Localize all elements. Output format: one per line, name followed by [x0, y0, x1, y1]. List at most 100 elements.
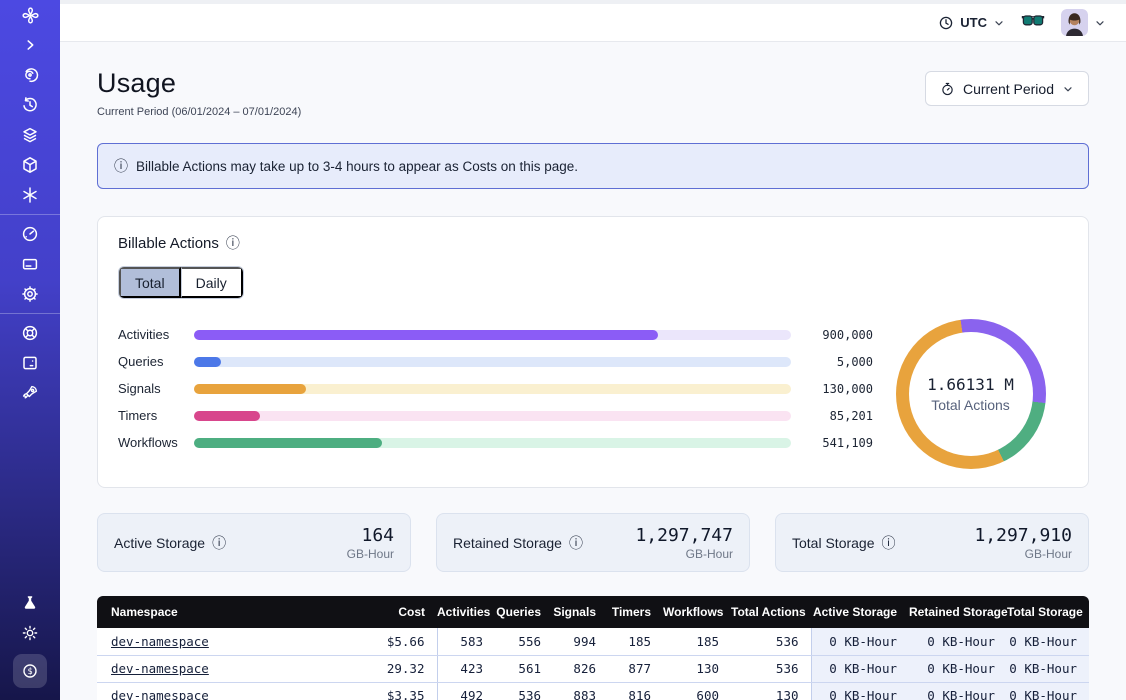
- storage-card-value: 1,297,910: [974, 524, 1072, 546]
- gear-icon: [22, 286, 38, 302]
- cell: 556: [495, 628, 553, 656]
- chevron-down-icon: [995, 20, 1003, 25]
- cell: 0 KB-Hour: [810, 682, 909, 700]
- table-row: dev-namespace 29.32 423 561 826 877 130 536 0 KB…: [97, 655, 1089, 683]
- svg-text:$: $: [27, 667, 32, 677]
- namespace-link[interactable]: dev-namespace: [111, 633, 209, 649]
- account-menu[interactable]: [1061, 9, 1106, 36]
- sidebar-item-nexus[interactable]: [0, 180, 60, 210]
- info-icon[interactable]: ⓘ: [225, 235, 240, 251]
- cell: 423: [436, 655, 495, 683]
- info-icon[interactable]: ⓘ: [568, 534, 583, 551]
- sidebar-item-getting-started[interactable]: [0, 378, 60, 408]
- sidebar-item-usage-active[interactable]: $: [13, 654, 47, 688]
- cell: 600: [663, 682, 731, 700]
- tab-daily[interactable]: Daily: [180, 267, 243, 298]
- sidebar-item-deployments[interactable]: [0, 150, 60, 180]
- storage-card-value: 164: [361, 524, 394, 546]
- topbar: UTC: [60, 0, 1126, 42]
- bar-track: [194, 410, 791, 421]
- billable-actions-tabs: Total Daily: [118, 266, 244, 299]
- sidebar-collapse-button[interactable]: [0, 30, 60, 60]
- sidebar-item-labs[interactable]: [0, 588, 60, 618]
- table-header-row: Namespace Cost Activities Queries Signals Tim…: [97, 596, 1089, 628]
- cell: 0 KB-Hour: [1007, 682, 1089, 700]
- namespace-link[interactable]: dev-namespace: [111, 688, 209, 700]
- life-ring-icon: [22, 325, 38, 341]
- cell: 536: [495, 682, 553, 700]
- column-header-activities: Activities: [437, 596, 495, 628]
- column-header-total-storage: Total Storage: [1007, 596, 1089, 628]
- bar-label: Signals: [118, 381, 161, 396]
- cell: 492: [436, 682, 495, 700]
- info-icon[interactable]: ⓘ: [212, 534, 227, 551]
- column-header-timers: Timers: [608, 596, 663, 628]
- cell: $3.35: [337, 682, 437, 700]
- period-selector-button[interactable]: Current Period: [924, 71, 1089, 106]
- sidebar-item-theme-toggle[interactable]: [0, 618, 60, 648]
- cell: 994: [553, 628, 608, 656]
- vision-mode-button[interactable]: [1021, 12, 1045, 33]
- sidebar-item-support[interactable]: [0, 318, 60, 348]
- dollar-coin-icon: $: [23, 664, 37, 678]
- timezone-dropdown[interactable]: UTC: [938, 15, 1005, 31]
- cell: 0 KB-Hour: [909, 655, 1007, 683]
- tab-total[interactable]: Total: [119, 267, 181, 298]
- bar-row-queries: Queries 5,000: [118, 348, 873, 375]
- storage-card-unit: GB-Hour: [1024, 546, 1072, 561]
- bar-label: Workflows: [118, 435, 178, 450]
- sun-icon: [22, 625, 38, 641]
- column-header-retained-storage: Retained Storage: [909, 596, 1008, 628]
- sidebar-item-namespaces[interactable]: [0, 60, 60, 90]
- bar-value: 130,000: [822, 381, 873, 396]
- glasses-icon: [1021, 15, 1045, 26]
- info-banner: ⓘ Billable Actions may take up to 3-4 ho…: [97, 143, 1089, 189]
- stopwatch-icon: [942, 82, 953, 95]
- asterisk-icon: [23, 187, 37, 203]
- cell: 29.32: [337, 655, 437, 683]
- bar-track: [194, 437, 791, 448]
- storage-card-label: Active Storage ⓘ: [114, 533, 226, 553]
- bar-track: [194, 356, 791, 367]
- bar-row-workflows: Workflows 541,109: [118, 429, 873, 456]
- sidebar-divider: [0, 214, 60, 215]
- cell: 185: [608, 628, 663, 656]
- namespace-link[interactable]: dev-namespace: [111, 661, 209, 676]
- bar-row-activities: Activities 900,000: [118, 321, 873, 348]
- page-content: Usage Current Period (06/01/2024 – 07/01…: [60, 68, 1126, 700]
- storage-card-value-block: 1,297,747 GB-Hour: [635, 525, 733, 561]
- cell: 0 KB-Hour: [810, 655, 909, 683]
- temporal-logo[interactable]: [0, 0, 60, 30]
- billable-actions-card: Billable Actions ⓘ Total Daily Activities…: [97, 216, 1089, 488]
- column-header-queries: Queries: [495, 596, 553, 628]
- cell: 816: [608, 682, 663, 700]
- bar-value: 85,201: [829, 408, 873, 423]
- storage-card-value-block: 164 GB-Hour: [347, 525, 394, 561]
- column-header-signals: Signals: [553, 596, 608, 628]
- total-actions-label: Total Actions: [931, 397, 1010, 413]
- column-header-namespace: Namespace: [97, 596, 337, 628]
- avatar: [1061, 9, 1088, 36]
- sidebar-item-feedback[interactable]: [0, 348, 60, 378]
- info-icon[interactable]: ⓘ: [881, 534, 896, 551]
- sidebar-item-usage[interactable]: [0, 219, 60, 249]
- layers-icon: [23, 127, 37, 143]
- temporal-logo-icon: [21, 6, 39, 24]
- bar-fill: [194, 410, 261, 421]
- cell: 130: [663, 655, 731, 683]
- cell: 583: [436, 628, 495, 656]
- sidebar-item-settings[interactable]: [0, 279, 60, 309]
- cell: 883: [553, 682, 608, 700]
- billable-actions-chart: Activities 900,000 Queries 5,000 Signals 130,…: [118, 319, 1068, 469]
- sidebar-item-schedules[interactable]: [0, 90, 60, 120]
- cell: 536: [731, 655, 811, 683]
- storage-card-value-block: 1,297,910 GB-Hour: [974, 525, 1072, 561]
- namespace-cell: dev-namespace: [97, 628, 337, 656]
- sidebar-item-billing[interactable]: [0, 249, 60, 279]
- bar-fill: [194, 329, 658, 340]
- storage-cards: Active Storage ⓘ 164 GB-Hour Retained Storag…: [97, 513, 1089, 572]
- cube-icon: [23, 157, 37, 173]
- storage-card-label-text: Total Storage: [792, 534, 875, 551]
- storage-card-label-text: Active Storage: [114, 534, 206, 551]
- sidebar-item-layers[interactable]: [0, 120, 60, 150]
